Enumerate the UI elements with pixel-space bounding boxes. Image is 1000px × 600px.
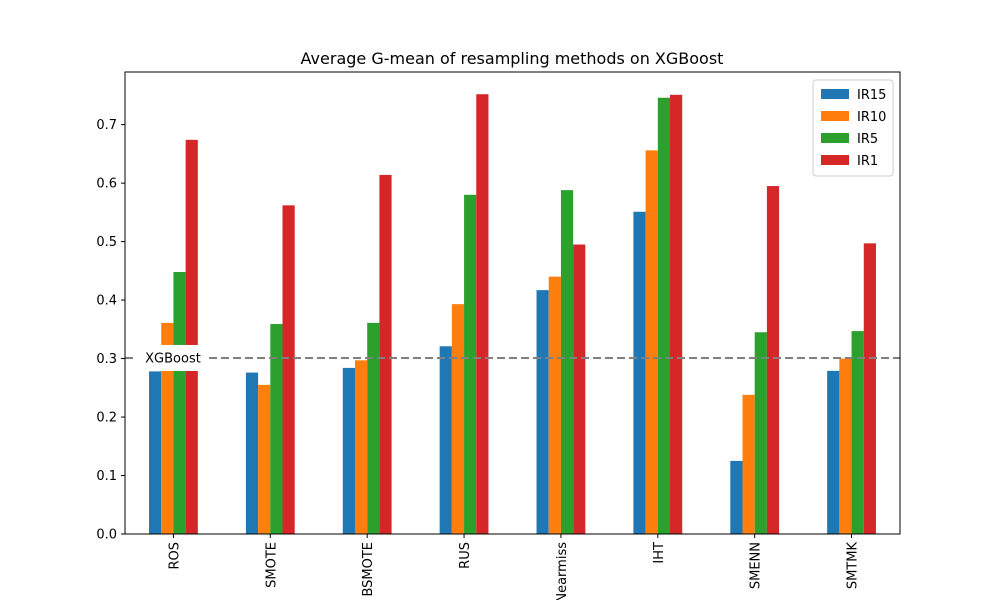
legend-label: IR15 <box>857 88 886 103</box>
x-tick-label: ROS <box>167 542 182 570</box>
baseline-label: XGBoost <box>145 351 201 366</box>
y-tick-label: 0.6 <box>96 177 117 192</box>
bar <box>536 290 549 534</box>
bar <box>839 358 852 534</box>
bar <box>851 331 864 534</box>
bar <box>827 370 840 534</box>
y-tick-label: 0.2 <box>96 411 117 426</box>
bar <box>645 150 658 535</box>
legend-label: IR10 <box>857 110 886 125</box>
legend-box <box>812 79 894 177</box>
x-tick-label: Nearmiss <box>555 542 570 600</box>
bar <box>342 367 355 534</box>
baseline: XGBoost <box>125 344 900 371</box>
x-axis: ROS SMOTE BSMOTE RUS Nearmiss IHT SMENN SMTMK <box>167 534 861 600</box>
bar <box>185 139 198 534</box>
plot-area <box>149 94 876 535</box>
bar <box>245 372 259 534</box>
bar <box>451 304 465 534</box>
bar <box>439 346 452 534</box>
x-tick-label: BSMOTE <box>361 542 376 597</box>
bar <box>379 174 392 534</box>
plot-frame <box>124 71 901 535</box>
x-tick-label: SMOTE <box>264 542 279 588</box>
bar <box>754 332 767 534</box>
legend-swatch <box>821 155 849 165</box>
x-tick-label: SMENN <box>749 542 764 589</box>
bar <box>367 322 380 534</box>
bar <box>633 211 646 534</box>
legend-label: IR1 <box>857 154 878 169</box>
legend-swatch <box>821 89 849 99</box>
bar <box>258 384 271 534</box>
legend-swatch <box>821 133 849 143</box>
bar <box>270 324 283 534</box>
bar <box>149 371 162 534</box>
y-tick-label: 0.3 <box>96 352 117 367</box>
bar <box>657 97 671 534</box>
legend: IR15 IR10 IR5 IR1 <box>812 79 894 177</box>
bar <box>560 190 574 534</box>
y-axis: 0.0 0.1 0.2 0.3 0.4 0.5 0.6 0.7 <box>96 118 125 543</box>
y-tick-label: 0.7 <box>96 118 117 133</box>
bar <box>670 94 683 534</box>
bar <box>742 394 755 534</box>
chart-title: Average G-mean of resampling methods on … <box>301 49 724 68</box>
bar <box>173 272 186 534</box>
bar <box>863 243 876 534</box>
y-tick-label: 0.4 <box>96 294 117 309</box>
legend-label: IR5 <box>857 132 878 147</box>
bar <box>730 460 743 534</box>
bar <box>548 276 561 534</box>
bar <box>354 360 368 534</box>
bar <box>464 194 477 534</box>
y-tick-label: 0.5 <box>96 235 117 250</box>
y-tick-label: 0.1 <box>96 469 117 484</box>
x-tick-label: RUS <box>458 542 473 569</box>
legend-swatch <box>821 111 849 121</box>
x-tick-label: IHT <box>652 542 667 564</box>
bar <box>766 186 780 535</box>
bar <box>282 205 295 534</box>
bar <box>476 94 489 534</box>
bar <box>573 244 586 534</box>
bar <box>161 322 174 534</box>
x-tick-label: SMTMK <box>846 542 861 590</box>
y-tick-label: 0.0 <box>96 528 117 543</box>
baseline-label-box <box>137 344 205 371</box>
